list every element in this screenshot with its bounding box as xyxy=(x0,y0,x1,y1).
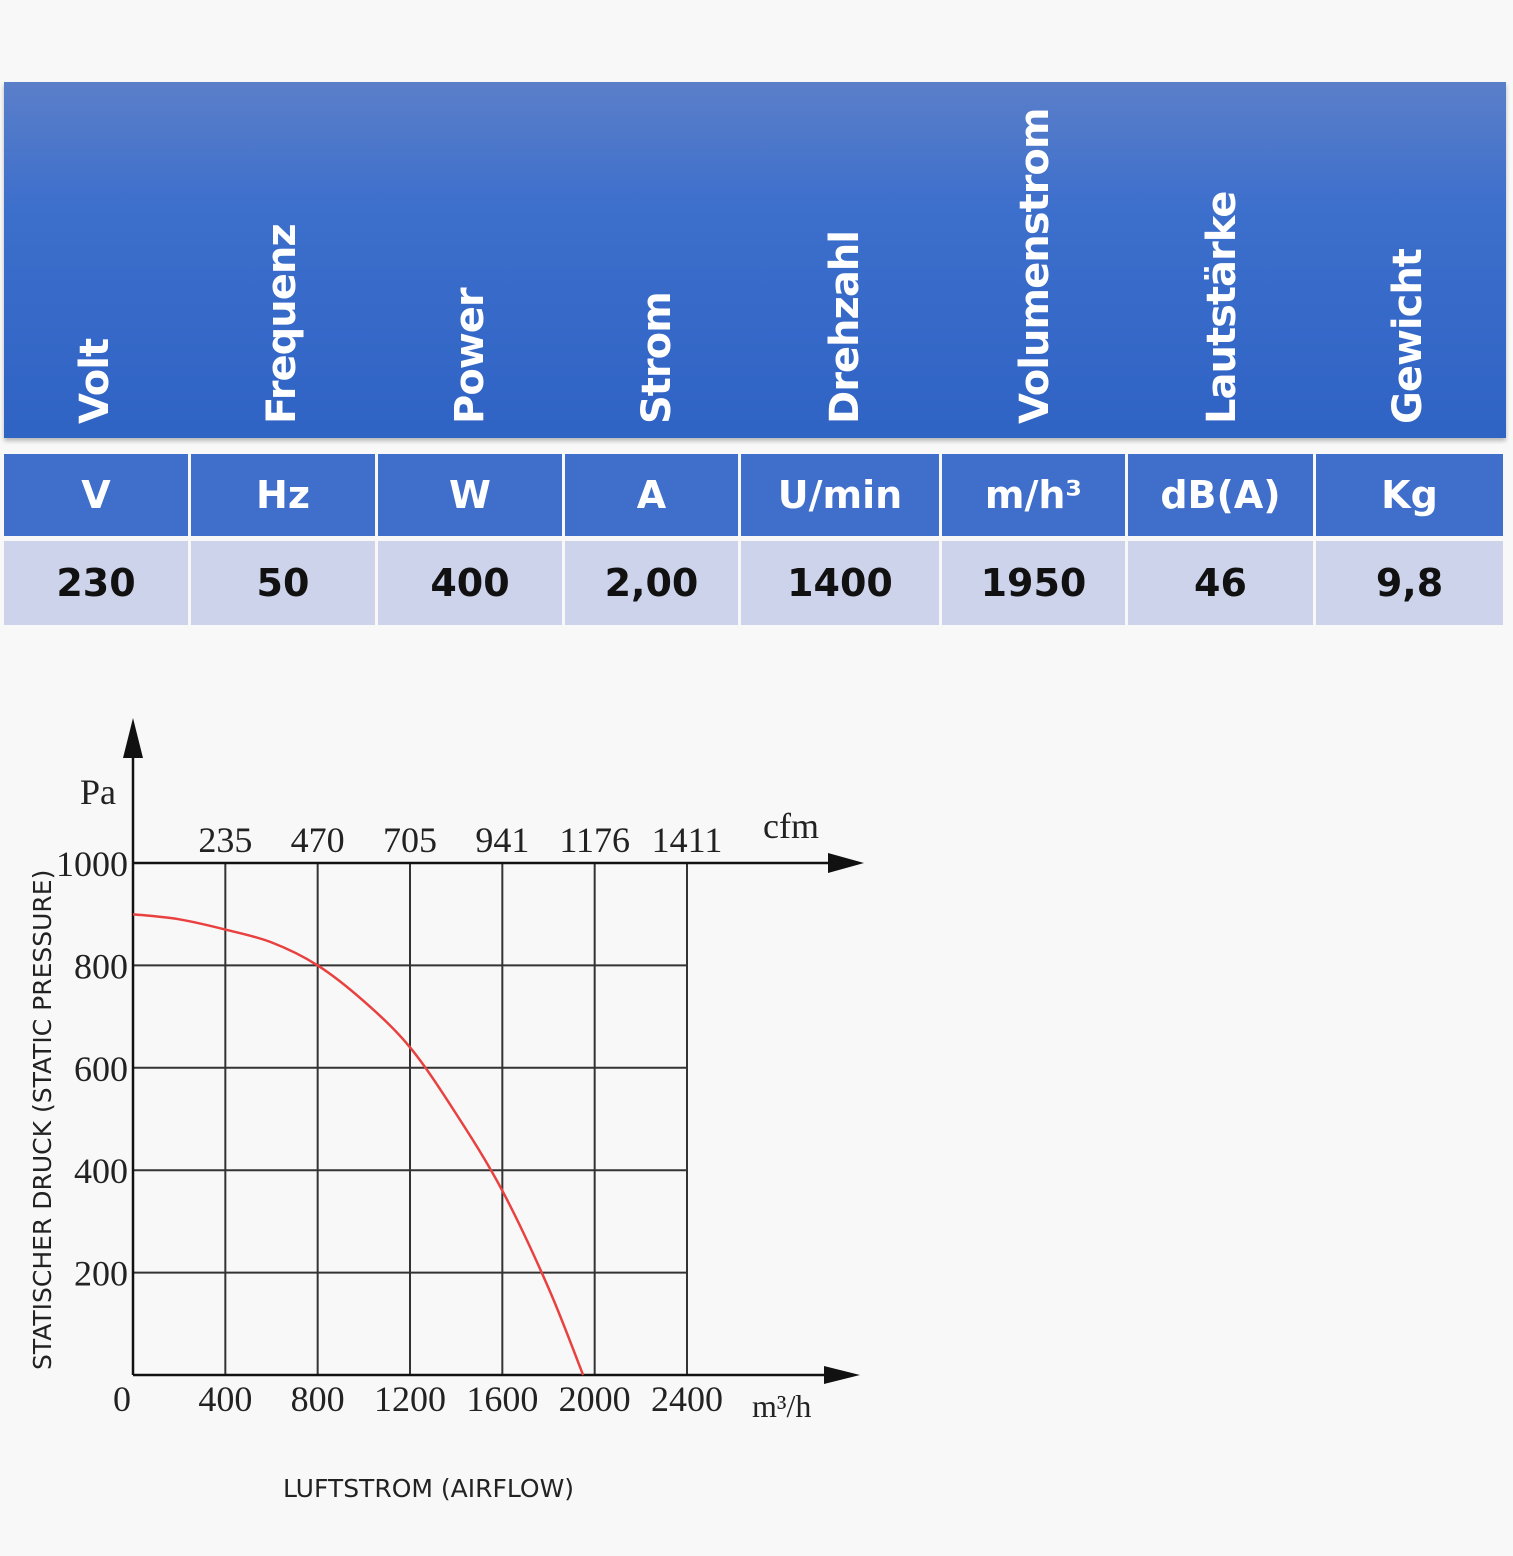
header-label: Frequenz xyxy=(259,224,305,424)
x-tick-label: 0 xyxy=(113,1379,131,1419)
spec-unit-row: V Hz W A U/min m/h³ dB(A) Kg xyxy=(4,454,1506,536)
unit-cell: Hz xyxy=(191,454,378,536)
cfm-tick-label: 1411 xyxy=(652,820,723,860)
header-label: Gewicht xyxy=(1385,249,1431,424)
x-tick-label: 800 xyxy=(291,1379,345,1419)
header-lautstrke: Lautstärke xyxy=(1197,124,1257,424)
x-axis-title: LUFTSTROM (AIRFLOW) xyxy=(283,1474,575,1503)
unit-cell: Kg xyxy=(1316,454,1506,536)
cfm-axis-arrow xyxy=(828,853,864,873)
value-cell: 400 xyxy=(378,541,565,625)
unit-cell: dB(A) xyxy=(1128,454,1316,536)
value-cell: 1400 xyxy=(741,541,942,625)
y-tick-label: 1000 xyxy=(56,844,128,884)
header-frequenz: Frequenz xyxy=(257,124,317,424)
unit-cell: U/min xyxy=(741,454,942,536)
y-tick-label: 600 xyxy=(74,1049,128,1089)
header-label: Power xyxy=(447,288,493,424)
x-unit-label: m³/h xyxy=(752,1388,811,1424)
y-unit-label: Pa xyxy=(80,772,116,812)
y-axis-arrow xyxy=(123,718,143,758)
y-tick-label: 400 xyxy=(74,1151,128,1191)
unit-cell: V xyxy=(4,454,191,536)
header-label: Strom xyxy=(634,292,680,424)
x-tick-label: 1200 xyxy=(374,1379,446,1419)
spec-value-row: 230 50 400 2,00 1400 1950 46 9,8 xyxy=(4,541,1506,625)
cfm-tick-label: 705 xyxy=(383,820,437,860)
header-label: Volt xyxy=(72,338,118,424)
header-label: Volumenstrom xyxy=(1012,108,1058,424)
cfm-tick-label: 235 xyxy=(198,820,252,860)
header-strom: Strom xyxy=(632,124,692,424)
header-label: Drehzahl xyxy=(822,231,868,424)
x-tick-label: 1600 xyxy=(466,1379,538,1419)
value-cell: 1950 xyxy=(942,541,1128,625)
x-tick-label: 2400 xyxy=(651,1379,723,1419)
cfm-tick-label: 1176 xyxy=(559,820,630,860)
unit-cell: m/h³ xyxy=(942,454,1128,536)
value-cell: 2,00 xyxy=(565,541,741,625)
y-tick-label: 800 xyxy=(74,946,128,986)
secondary-x-unit-label: cfm xyxy=(763,806,819,846)
x-tick-label: 400 xyxy=(198,1379,252,1419)
y-axis-title: STATISCHER DRUCK (STATIC PRESSURE) xyxy=(28,869,57,1370)
value-cell: 230 xyxy=(4,541,191,625)
y-tick-label: 200 xyxy=(74,1254,128,1294)
header-label: Lautstärke xyxy=(1199,191,1245,424)
header-drehzahl: Drehzahl xyxy=(820,124,880,424)
header-power: Power xyxy=(445,124,505,424)
spec-header-band: Volt Frequenz Power Strom Drehzahl Volumenstr… xyxy=(4,82,1506,438)
x-axis-arrow xyxy=(824,1366,860,1384)
cfm-tick-label: 470 xyxy=(291,820,345,860)
value-cell: 9,8 xyxy=(1316,541,1506,625)
cfm-tick-label: 941 xyxy=(475,820,529,860)
header-volumenstrom: Volumenstrom xyxy=(1010,108,1070,424)
unit-cell: A xyxy=(565,454,741,536)
pressure-curve xyxy=(132,912,585,1376)
unit-cell: W xyxy=(378,454,565,536)
header-volt: Volt xyxy=(70,124,130,424)
fan-curve-chart: 0 400 800 1200 1600 2000 2400 235 470 705 941 1176 1… xyxy=(56,718,864,1424)
value-cell: 50 xyxy=(191,541,378,625)
header-gewicht: Gewicht xyxy=(1383,124,1443,424)
x-tick-label: 2000 xyxy=(559,1379,631,1419)
value-cell: 46 xyxy=(1128,541,1316,625)
y-axis-title-wrapper: STATISCHER DRUCK (STATIC PRESSURE) xyxy=(0,0,57,1370)
